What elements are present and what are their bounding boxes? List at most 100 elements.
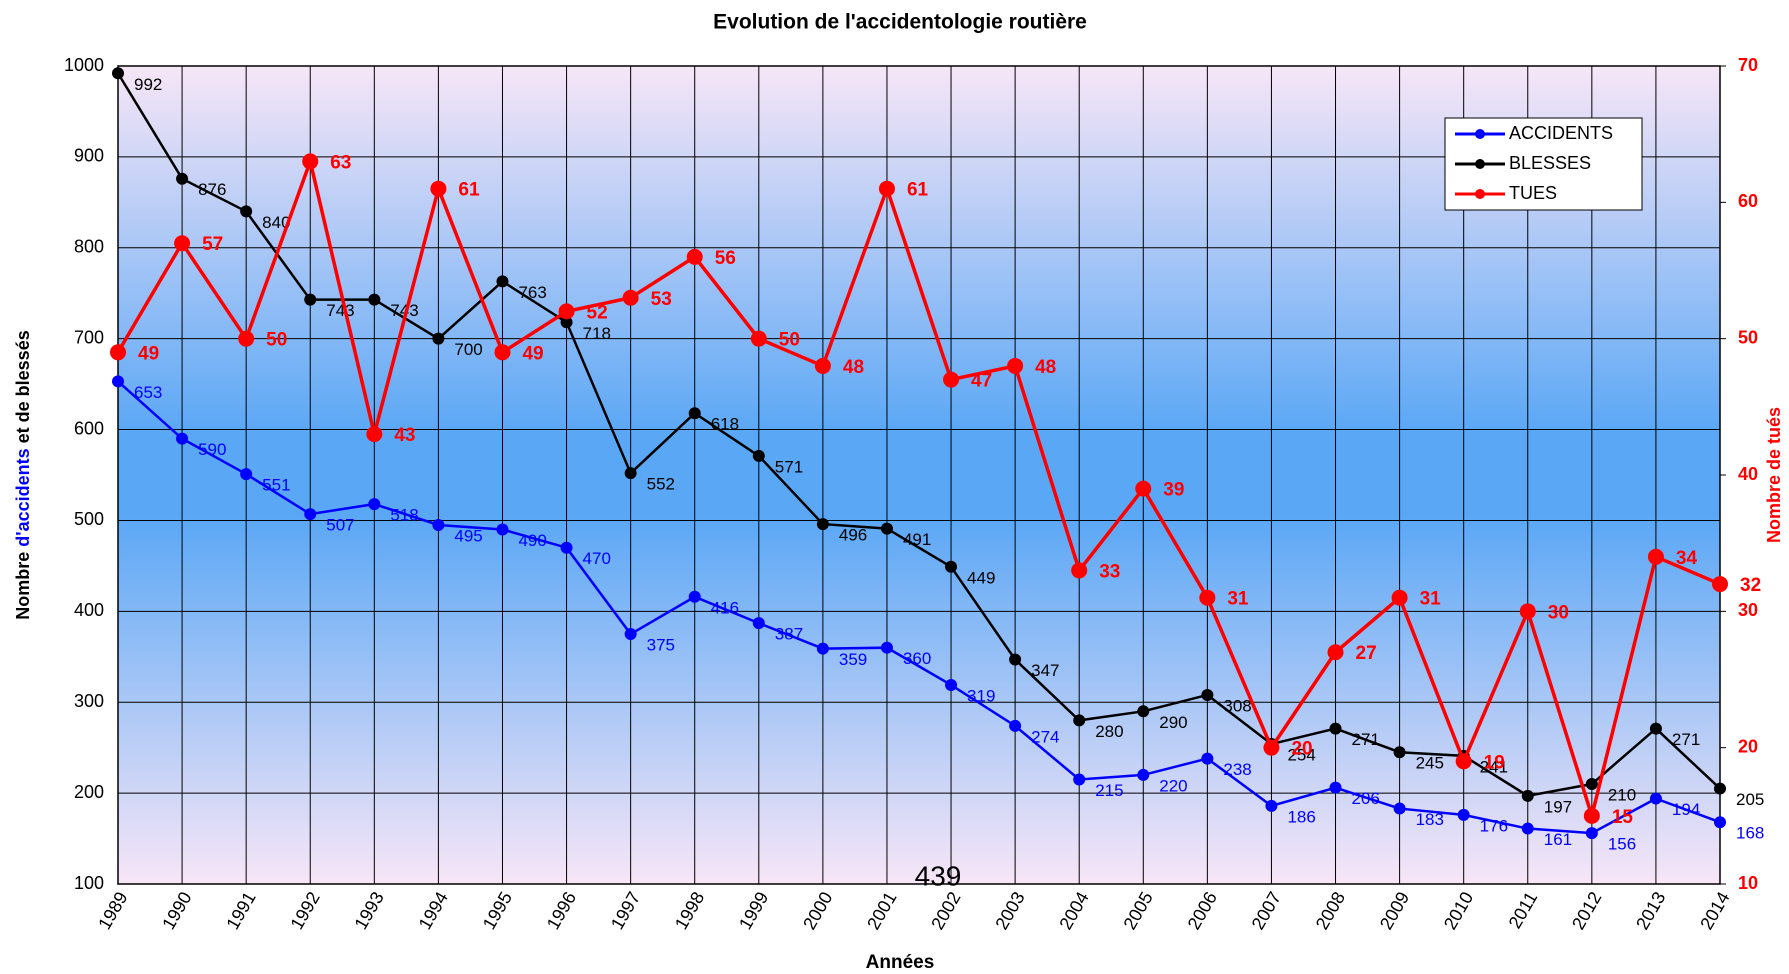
point — [1649, 722, 1662, 735]
data-label: 210 — [1608, 786, 1636, 805]
point — [1073, 714, 1086, 727]
point — [752, 449, 765, 462]
y-tick-label: 900 — [74, 146, 104, 166]
y-tick-label: 700 — [74, 327, 104, 347]
point — [432, 332, 445, 345]
point — [302, 153, 319, 170]
x-tick-label: 2013 — [1632, 888, 1669, 933]
data-label: 186 — [1287, 807, 1315, 826]
data-label: 34 — [1676, 548, 1698, 569]
x-tick-label: 2006 — [1184, 888, 1221, 933]
point — [1585, 827, 1598, 840]
data-label: 220 — [1159, 776, 1187, 795]
point — [112, 67, 124, 80]
data-label: 280 — [1095, 722, 1123, 741]
x-tick-label: 1989 — [94, 888, 131, 933]
point — [494, 344, 511, 361]
data-label: 32 — [1740, 575, 1761, 596]
data-label: 495 — [454, 526, 482, 545]
point — [1521, 789, 1534, 802]
y-tick-label: 1000 — [64, 55, 104, 75]
point — [1327, 644, 1344, 661]
point — [688, 590, 701, 603]
x-tick-label: 2003 — [991, 888, 1028, 933]
point — [1199, 589, 1216, 606]
point — [750, 330, 767, 347]
data-label: 15 — [1612, 807, 1634, 828]
y-tick-label: 300 — [74, 691, 104, 711]
data-label: 33 — [1099, 561, 1120, 582]
x-tick-label: 2012 — [1568, 888, 1605, 933]
point — [238, 330, 255, 347]
x-tick-label: 2014 — [1696, 888, 1733, 933]
y-tick-label: 500 — [74, 509, 104, 529]
point — [432, 518, 445, 531]
data-label: 763 — [518, 283, 546, 302]
point — [1329, 781, 1342, 794]
data-label: 183 — [1416, 810, 1444, 829]
data-label: 876 — [198, 180, 226, 199]
data-label: 496 — [839, 526, 867, 545]
point — [1712, 576, 1728, 593]
data-label: 552 — [647, 475, 675, 494]
x-tick-label: 1999 — [735, 888, 772, 933]
data-label: 491 — [903, 530, 931, 549]
data-label: 360 — [903, 649, 931, 668]
point — [558, 303, 575, 320]
series-line — [117, 380, 1721, 835]
data-label: 57 — [202, 234, 223, 255]
data-label: 168 — [1736, 824, 1764, 843]
y2-tick-label: 50 — [1738, 327, 1758, 347]
x-tick-label: 2007 — [1248, 888, 1285, 933]
data-label: 840 — [262, 213, 290, 232]
point — [176, 432, 189, 445]
y2-tick-label: 40 — [1738, 464, 1758, 484]
data-label: 653 — [134, 383, 162, 402]
legend-marker — [1475, 129, 1485, 139]
point — [945, 678, 958, 691]
data-label: 49 — [522, 343, 543, 364]
data-label: 319 — [967, 686, 995, 705]
point — [496, 275, 509, 288]
y2-tick-label: 60 — [1738, 191, 1758, 211]
data-label: 308 — [1223, 696, 1251, 715]
data-label: 238 — [1223, 760, 1251, 779]
legend-marker — [1475, 159, 1485, 169]
data-label: 53 — [651, 289, 672, 310]
x-tick-label: 2011 — [1505, 888, 1542, 932]
data-label: 61 — [458, 180, 480, 201]
data-label: 375 — [647, 636, 675, 655]
y-label-part: et de blessés — [13, 330, 33, 443]
point — [496, 523, 509, 536]
data-label: 194 — [1672, 800, 1700, 819]
x-tick-label: 2000 — [799, 888, 836, 933]
data-label: 20 — [1291, 739, 1312, 760]
data-label: 48 — [1035, 357, 1056, 378]
data-label: 290 — [1159, 713, 1187, 732]
point — [240, 468, 253, 481]
x-tick-label: 2010 — [1440, 888, 1477, 933]
x-tick-label: 2005 — [1120, 888, 1157, 933]
point — [1329, 722, 1342, 735]
point — [816, 518, 829, 531]
data-label: 63 — [330, 152, 351, 173]
data-label: 156 — [1608, 835, 1636, 854]
x-tick-label: 1991 — [222, 888, 259, 933]
x-tick-label: 1997 — [607, 888, 644, 933]
data-label: 571 — [775, 457, 803, 476]
x-tick-label: 1990 — [158, 888, 195, 933]
chart-title: Evolution de l'accidentologie routière — [713, 11, 1087, 34]
data-label: 31 — [1227, 589, 1249, 610]
point — [1519, 603, 1536, 620]
point — [1391, 589, 1408, 606]
data-label: 254 — [1287, 746, 1315, 765]
data-label: 47 — [971, 371, 992, 392]
data-label: 743 — [326, 301, 354, 320]
data-label: 618 — [711, 415, 739, 434]
x-tick-label: 2002 — [927, 888, 964, 933]
point — [110, 344, 126, 361]
point — [1714, 816, 1726, 829]
point — [1714, 782, 1726, 795]
point — [560, 316, 573, 329]
